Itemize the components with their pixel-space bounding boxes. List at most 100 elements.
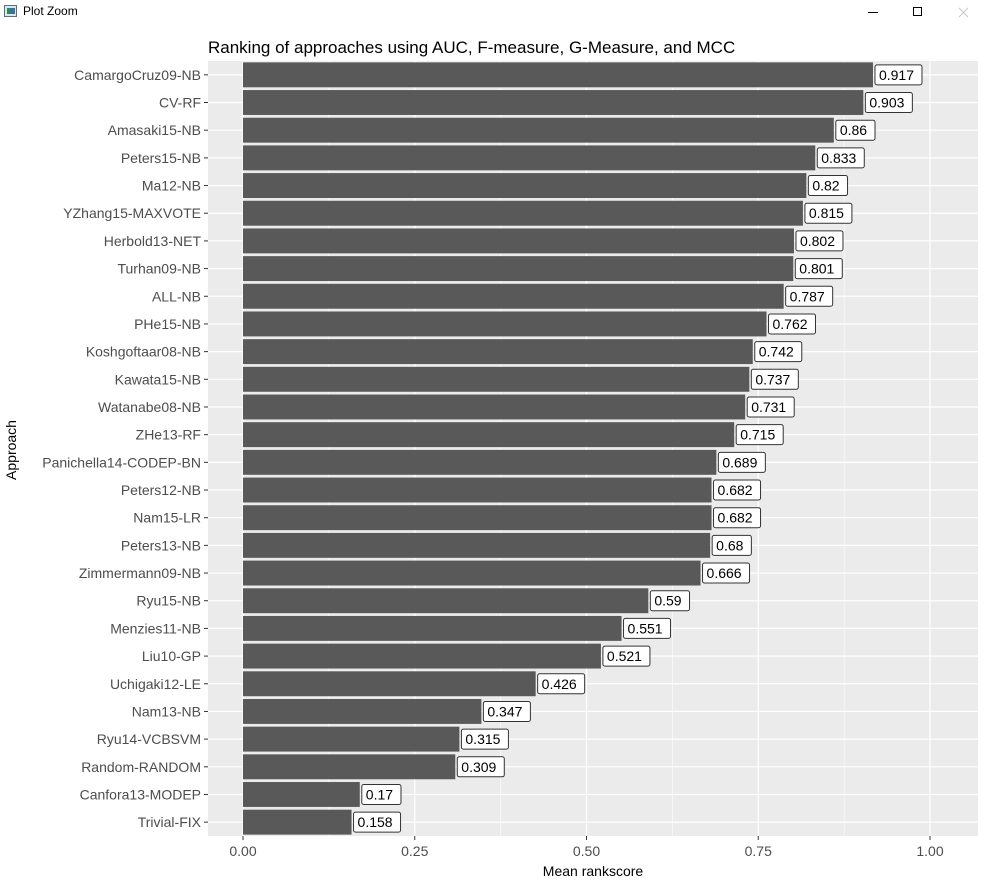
- value-label: 0.426: [542, 676, 577, 692]
- category-label: ZHe13-RF: [136, 427, 201, 443]
- category-label: Watanabe08-NB: [98, 399, 201, 415]
- value-label-box: [795, 230, 844, 252]
- value-label: 0.309: [461, 759, 496, 775]
- bar: [243, 505, 712, 531]
- value-label-box: [816, 147, 865, 169]
- bar: [243, 366, 750, 392]
- value-label-box: [361, 783, 402, 805]
- value-label: 0.801: [799, 261, 834, 277]
- category-label: Peters15-NB: [121, 150, 201, 166]
- value-label: 0.815: [809, 205, 844, 221]
- value-label: 0.715: [740, 427, 775, 443]
- value-label-box: [754, 341, 803, 363]
- value-label: 0.802: [800, 233, 835, 249]
- bar: [243, 62, 873, 88]
- category-label: Ma12-NB: [142, 178, 201, 194]
- value-label-box: [649, 590, 691, 612]
- category-label: Ryu15-NB: [136, 593, 201, 609]
- category-label: Kawata15-NB: [115, 371, 201, 387]
- value-label: 0.737: [755, 371, 790, 387]
- value-label-box: [711, 534, 752, 556]
- category-label: Nam13-NB: [132, 703, 201, 719]
- window-titlebar: Plot Zoom: [0, 0, 987, 24]
- value-label-box: [794, 258, 843, 280]
- category-label: Canfora13-MODEP: [80, 786, 201, 802]
- value-label-box: [864, 92, 913, 114]
- value-label: 0.742: [759, 344, 794, 360]
- value-label-box: [804, 202, 853, 224]
- value-label: 0.787: [790, 288, 825, 304]
- category-label: Turhan09-NB: [117, 261, 201, 277]
- bar: [243, 145, 816, 171]
- value-label: 0.551: [628, 620, 663, 636]
- bar: [243, 588, 649, 614]
- value-label: 0.682: [718, 482, 753, 498]
- value-label-box: [537, 673, 586, 695]
- minimize-button[interactable]: [858, 0, 888, 24]
- value-label: 0.689: [722, 454, 757, 470]
- value-label: 0.17: [366, 786, 393, 802]
- value-label-box: [807, 175, 849, 197]
- category-label: ALL-NB: [152, 288, 201, 304]
- bar: [243, 671, 536, 697]
- bar: [243, 477, 712, 503]
- maximize-button[interactable]: [902, 0, 932, 24]
- value-label: 0.521: [607, 648, 642, 664]
- category-label: Uchigaki12-LE: [110, 676, 201, 692]
- value-label-box: [750, 368, 799, 390]
- bar: [243, 754, 456, 780]
- category-label: CamargoCruz09-NB: [74, 67, 201, 83]
- category-label: Ryu14-VCBSVM: [97, 731, 201, 747]
- value-label-box: [713, 507, 762, 529]
- bar: [243, 422, 735, 448]
- value-label: 0.833: [821, 150, 856, 166]
- value-label-box: [735, 424, 784, 446]
- value-label: 0.158: [358, 814, 393, 830]
- bar: [243, 311, 767, 337]
- bar: [243, 449, 717, 475]
- value-label: 0.315: [465, 731, 500, 747]
- category-label: Menzies11-NB: [110, 620, 201, 636]
- bar: [243, 339, 753, 365]
- value-label-box: [353, 811, 402, 833]
- category-label: Zimmermann09-NB: [79, 565, 201, 581]
- x-tick-label: 0.50: [573, 843, 600, 859]
- category-label: Peters13-NB: [121, 537, 201, 553]
- value-label: 0.762: [772, 316, 807, 332]
- x-tick-label: 0.75: [745, 843, 772, 859]
- value-label: 0.731: [751, 399, 786, 415]
- category-label: Random-RANDOM: [81, 759, 201, 775]
- category-label: Trivial-FIX: [138, 814, 202, 830]
- bar: [243, 726, 460, 752]
- category-label: Panichella14-CODEP-BN: [42, 454, 201, 470]
- value-label-box: [713, 479, 762, 501]
- category-label: Peters12-NB: [121, 482, 201, 498]
- bar: [243, 200, 803, 226]
- y-axis-label: Approach: [3, 420, 19, 480]
- category-label: CV-RF: [159, 95, 201, 111]
- value-label-box: [602, 645, 651, 667]
- value-label: 0.666: [707, 565, 742, 581]
- value-label-box: [702, 562, 751, 584]
- category-label: Herbold13-NET: [104, 233, 202, 249]
- category-label: Amasaki15-NB: [108, 122, 201, 138]
- value-label-box: [835, 119, 876, 141]
- value-label-box: [874, 64, 923, 86]
- bar: [243, 809, 352, 835]
- category-label: PHe15-NB: [134, 316, 201, 332]
- value-label: 0.82: [812, 178, 839, 194]
- close-button[interactable]: [948, 0, 978, 24]
- value-label-box: [460, 728, 509, 750]
- chart-title: Ranking of approaches using AUC, F-measu…: [208, 38, 735, 57]
- value-label: 0.68: [716, 537, 743, 553]
- value-label-box: [623, 617, 672, 639]
- x-tick-label: 1.00: [916, 843, 943, 859]
- bar: [243, 782, 360, 807]
- bar: [243, 532, 711, 558]
- value-label-box: [767, 313, 816, 335]
- bar: [243, 643, 601, 669]
- x-tick-label: 0.25: [401, 843, 428, 859]
- bar: [243, 283, 784, 309]
- category-label: Nam15-LR: [133, 510, 201, 526]
- bar: [243, 256, 794, 282]
